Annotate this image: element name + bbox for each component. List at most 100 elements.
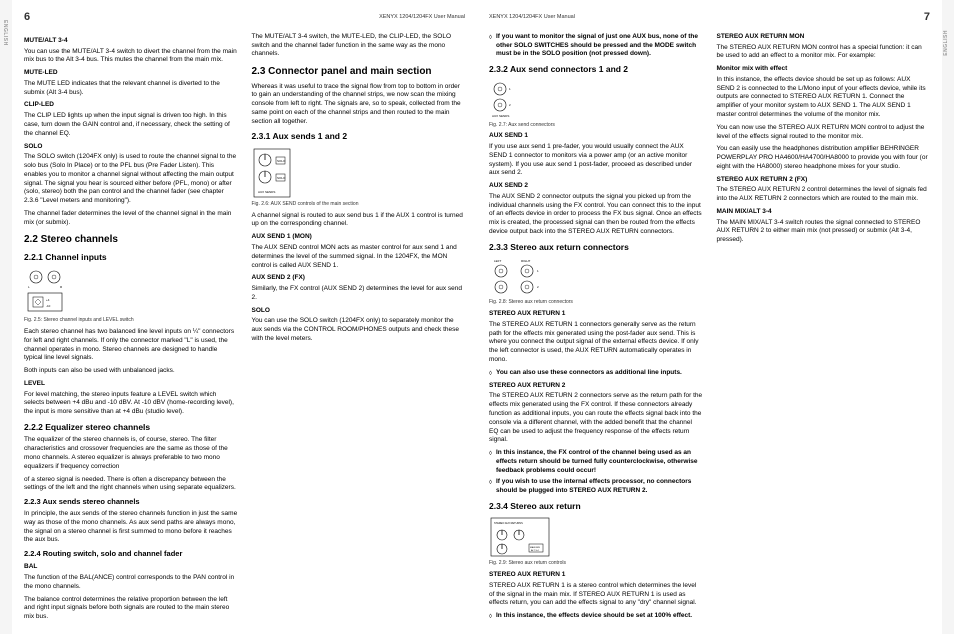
h22: 2.2 Stereo channels bbox=[24, 233, 238, 247]
sarmon-title: STEREO AUX RETURN MON bbox=[717, 33, 931, 42]
bullet2: You can also use these connectors as add… bbox=[489, 369, 703, 378]
header-left: 6 XENYX 1204/1204FX User Manual bbox=[24, 10, 465, 27]
sar2-p: The STEREO AUX RETURN 2 connectors serve… bbox=[489, 392, 703, 445]
level-p: For level matching, the stereo inputs fe… bbox=[24, 391, 238, 417]
clip-led-p: The CLIP LED lights up when the input si… bbox=[24, 112, 238, 138]
p223: In principle, the aux sends of the stere… bbox=[24, 510, 238, 545]
aux1-title: AUX SEND 1 (MON) bbox=[252, 233, 466, 242]
sar1-p: The STEREO AUX RETURN 1 connectors gener… bbox=[489, 321, 703, 365]
svg-text:L: L bbox=[28, 285, 30, 289]
h223: 2.2.3 Aux sends stereo channels bbox=[24, 497, 238, 507]
svg-text:2: 2 bbox=[509, 103, 511, 107]
solo-p1: The SOLO switch (1204FX only) is used to… bbox=[24, 153, 238, 206]
page-num-right: 7 bbox=[924, 10, 930, 25]
lang-label-right: ENGLISH bbox=[943, 30, 950, 56]
manual-title-right: XENYX 1204/1204FX User Manual bbox=[489, 14, 575, 25]
svg-text:AUX SENDS: AUX SENDS bbox=[258, 190, 275, 194]
level-title: LEVEL bbox=[24, 380, 238, 389]
fig-2-5: L R +4 -10 bbox=[24, 267, 238, 315]
svg-text:2: 2 bbox=[537, 285, 539, 289]
mmix-title: MAIN MIX/ALT 3-4 bbox=[717, 208, 931, 217]
fig26-cap: Fig. 2.6: AUX SEND controls of the main … bbox=[252, 201, 466, 208]
fig-2-7: 1 2 AUX SENDS bbox=[489, 80, 703, 120]
mmwe-p3: You can easily use the headphones distri… bbox=[717, 145, 931, 171]
mmwe-p2: You can now use the STEREO AUX RETURN MO… bbox=[717, 124, 931, 142]
auxsend1-p: If you use aux send 1 pre-fader, you wou… bbox=[489, 143, 703, 178]
sar2-title: STEREO AUX RETURN 2 bbox=[489, 382, 703, 391]
clip-led-title: CLIP-LED bbox=[24, 101, 238, 110]
mmwe-title: Monitor mix with effect bbox=[717, 65, 931, 74]
aux2-p: Similarly, the FX control (AUX SEND 2) d… bbox=[252, 285, 466, 303]
aux2-title: AUX SEND 2 (FX) bbox=[252, 274, 466, 283]
h231: 2.3.1 Aux sends 1 and 2 bbox=[252, 131, 466, 142]
mute-led-p: The MUTE LED indicates that the relevant… bbox=[24, 80, 238, 98]
fig25-cap: Fig. 2.5: Stereo channel inputs and LEVE… bbox=[24, 317, 238, 324]
h222: 2.2.2 Equalizer stereo channels bbox=[24, 422, 238, 433]
fig29-cap: Fig. 2.9: Stereo aux return controls bbox=[489, 560, 703, 567]
sar1c-p: STEREO AUX RETURN 1 is a stereo control … bbox=[489, 582, 703, 608]
page-num-left: 6 bbox=[24, 10, 30, 25]
sar1c-title: STEREO AUX RETURN 1 bbox=[489, 571, 703, 580]
solo-title: SOLO bbox=[24, 143, 238, 152]
bullet5: In this instance, the effects device sho… bbox=[489, 612, 703, 621]
bal-p3: The MUTE/ALT 3-4 switch, the MUTE-LED, t… bbox=[252, 33, 466, 59]
auxsend2-p: The AUX SEND 2 connector outputs the sig… bbox=[489, 193, 703, 237]
svg-text:1: 1 bbox=[509, 87, 511, 91]
sarmon-p1: The STEREO AUX RETURN MON control has a … bbox=[717, 44, 931, 62]
h233: 2.3.3 Stereo aux return connectors bbox=[489, 242, 703, 253]
manual-title-left: XENYX 1204/1204FX User Manual bbox=[379, 14, 465, 25]
mute-alt-p: You can use the MUTE/ALT 3-4 switch to d… bbox=[24, 48, 238, 66]
h232: 2.3.2 Aux send connectors 1 and 2 bbox=[489, 64, 703, 75]
fig28-cap: Fig. 2.8: Stereo aux return connectors bbox=[489, 299, 703, 306]
lang-label-left: ENGLISH bbox=[1, 20, 8, 46]
left-page: 6 XENYX 1204/1204FX User Manual MUTE/ALT… bbox=[12, 0, 477, 634]
mute-led-title: MUTE-LED bbox=[24, 69, 238, 78]
svg-text:MAIN MIX: MAIN MIX bbox=[530, 546, 541, 549]
solo2-p: You can use the SOLO switch (1204FX only… bbox=[252, 317, 466, 343]
sar2fx-title: STEREO AUX RETURN 2 (FX) bbox=[717, 176, 931, 185]
sar2fx-p: The STEREO AUX RETURN 2 control determin… bbox=[717, 186, 931, 204]
mmix-p: The MAIN MIX/ALT 3-4 switch routes the s… bbox=[717, 219, 931, 245]
svg-text:AUX SENDS: AUX SENDS bbox=[492, 114, 509, 118]
svg-text:SOLO: SOLO bbox=[277, 176, 286, 180]
p221a: Each stereo channel has two balanced lin… bbox=[24, 328, 238, 363]
svg-text:+4: +4 bbox=[46, 298, 50, 302]
sidebar-right: ENGLISH bbox=[942, 0, 954, 634]
svg-text:RIGHT: RIGHT bbox=[521, 259, 531, 263]
sar1-title: STEREO AUX RETURN 1 bbox=[489, 310, 703, 319]
bullet3: In this instance, the FX control of the … bbox=[489, 449, 703, 475]
bal-title: BAL bbox=[24, 563, 238, 572]
bal-p1: The function of the BAL(ANCE) control co… bbox=[24, 574, 238, 592]
sidebar-left: ENGLISH bbox=[0, 0, 12, 634]
mute-alt-title: MUTE/ALT 3-4 bbox=[24, 37, 238, 46]
right-page: XENYX 1204/1204FX User Manual 7 If you w… bbox=[477, 0, 942, 634]
fig-2-8: LEFT RIGHT 1 2 bbox=[489, 257, 703, 297]
svg-text:LEFT: LEFT bbox=[494, 259, 502, 263]
fig-2-6: SOLO SOLO AUX SENDS bbox=[252, 147, 466, 199]
h23: 2.3 Connector panel and main section bbox=[252, 65, 466, 79]
fig-2-9: STEREO AUX RETURNS MAIN MIX ALT 3-4 bbox=[489, 516, 703, 558]
solo2-title: SOLO bbox=[252, 307, 466, 316]
svg-text:-10: -10 bbox=[46, 304, 51, 308]
aux1-p: The AUX SEND control MON acts as master … bbox=[252, 244, 466, 270]
svg-text:R: R bbox=[60, 285, 63, 289]
h221: 2.2.1 Channel inputs bbox=[24, 252, 238, 263]
p23: Whereas it was useful to trace the signa… bbox=[252, 83, 466, 127]
bullet1: If you want to monitor the signal of jus… bbox=[489, 33, 703, 59]
h224: 2.2.4 Routing switch, solo and channel f… bbox=[24, 549, 238, 559]
mmwe-p1: In this instance, the effects device sho… bbox=[717, 76, 931, 120]
svg-text:1: 1 bbox=[537, 269, 539, 273]
solo-p2: The channel fader determines the level o… bbox=[24, 210, 238, 228]
h234: 2.3.4 Stereo aux return bbox=[489, 501, 703, 512]
svg-text:SOLO: SOLO bbox=[277, 159, 286, 163]
p-top-c2: of a stereo signal is needed. There is o… bbox=[24, 476, 238, 494]
svg-text:STEREO AUX RETURNS: STEREO AUX RETURNS bbox=[494, 522, 523, 525]
bullet4: If you wish to use the internal effects … bbox=[489, 478, 703, 496]
auxsend1-title: AUX SEND 1 bbox=[489, 132, 703, 141]
auxsend2-title: AUX SEND 2 bbox=[489, 182, 703, 191]
bal-p2: The balance control determines the relat… bbox=[24, 596, 238, 622]
fig27-cap: Fig. 2.7: Aux send connectors bbox=[489, 122, 703, 129]
svg-text:ALT 3-4: ALT 3-4 bbox=[531, 549, 539, 552]
p221b: Both inputs can also be used with unbala… bbox=[24, 367, 238, 376]
header-right: XENYX 1204/1204FX User Manual 7 bbox=[489, 10, 930, 27]
